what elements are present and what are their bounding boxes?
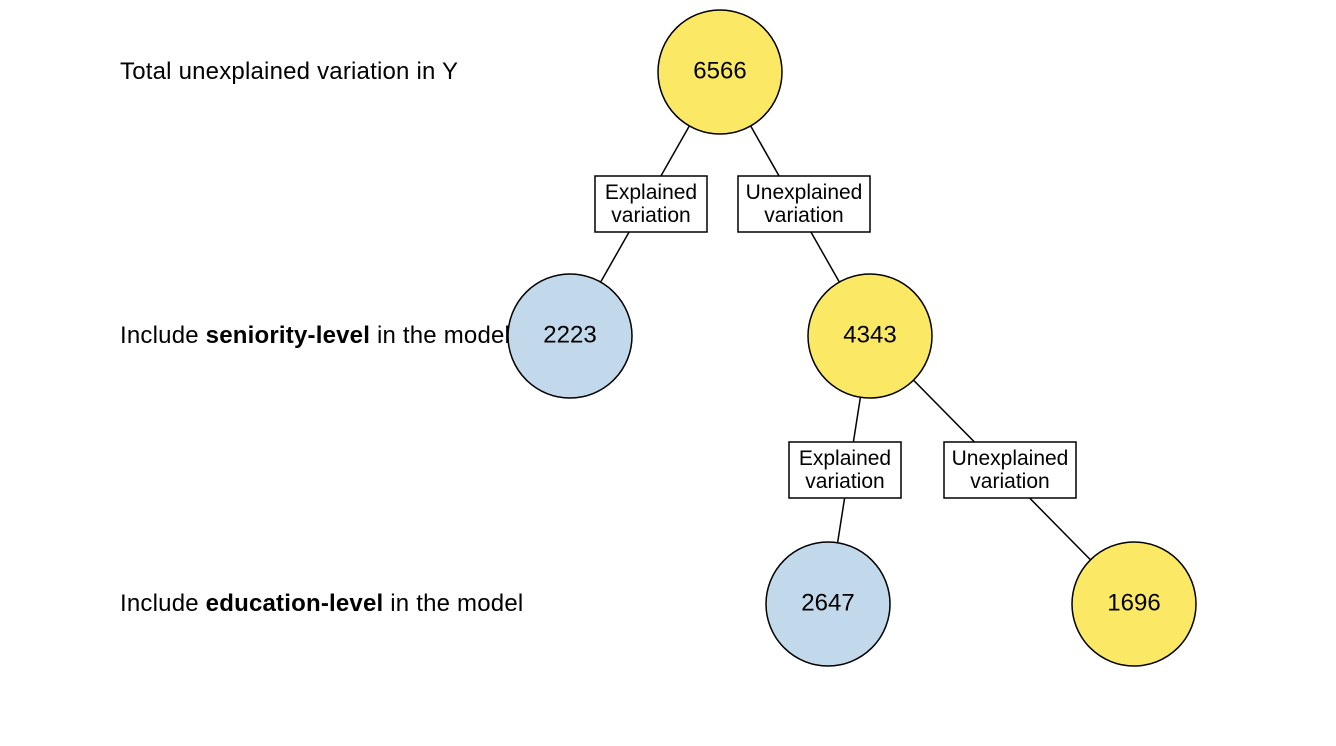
node-seniority-explained: 2223: [508, 274, 632, 398]
edge-label-unexplained-2: Unexplained variation: [944, 442, 1076, 498]
node-education-unexplained-value: 1696: [1107, 589, 1160, 616]
node-education-unexplained: 1696: [1072, 542, 1196, 666]
svg-text:Unexplained: Unexplained: [746, 181, 863, 204]
node-seniority-explained-value: 2223: [543, 321, 596, 348]
svg-text:Unexplained: Unexplained: [952, 447, 1069, 470]
edge-label-explained-1: Explained variation: [595, 176, 707, 232]
node-education-explained-value: 2647: [801, 589, 854, 616]
tree-diagram: Explained variation Unexplained variatio…: [0, 0, 1336, 746]
node-seniority-unexplained: 4343: [808, 274, 932, 398]
svg-text:Explained: Explained: [605, 181, 697, 204]
edge-label-unexplained-1: Unexplained variation: [738, 176, 870, 232]
svg-text:variation: variation: [764, 204, 843, 227]
svg-text:variation: variation: [805, 470, 884, 493]
node-seniority-unexplained-value: 4343: [843, 321, 896, 348]
svg-text:variation: variation: [611, 204, 690, 227]
edge-label-explained-2: Explained variation: [789, 442, 901, 498]
svg-text:variation: variation: [970, 470, 1049, 493]
svg-text:Explained: Explained: [799, 447, 891, 470]
node-education-explained: 2647: [766, 542, 890, 666]
node-root-value: 6566: [693, 57, 746, 84]
node-root: 6566: [658, 10, 782, 134]
